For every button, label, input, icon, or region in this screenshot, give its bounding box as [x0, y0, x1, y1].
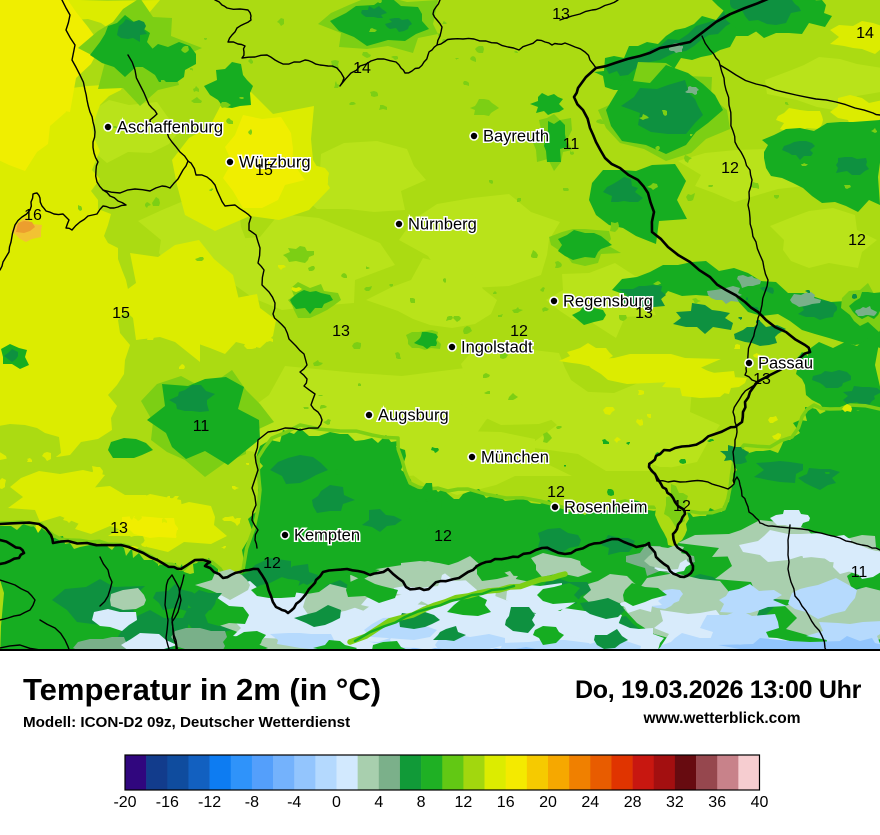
svg-text:12: 12 [263, 555, 281, 572]
svg-text:16: 16 [497, 794, 515, 811]
svg-text:24: 24 [581, 794, 599, 811]
svg-text:Kempten: Kempten [294, 527, 360, 545]
svg-text:11: 11 [563, 136, 580, 153]
svg-text:32: 32 [666, 794, 684, 811]
svg-text:Aschaffenburg: Aschaffenburg [117, 119, 223, 137]
svg-text:20: 20 [539, 794, 557, 811]
svg-text:15: 15 [255, 162, 273, 179]
svg-text:Temperatur in 2m (in °C): Temperatur in 2m (in °C) [23, 672, 381, 707]
svg-text:15: 15 [112, 305, 130, 322]
svg-text:Nürnberg: Nürnberg [408, 216, 477, 234]
svg-text:12: 12 [721, 160, 739, 177]
svg-text:Würzburg: Würzburg [239, 154, 311, 172]
svg-text:-16: -16 [156, 794, 179, 811]
svg-text:Rosenheim: Rosenheim [564, 499, 647, 517]
svg-text:Ingolstadt: Ingolstadt [461, 339, 533, 357]
svg-text:Modell: ICON-D2 09z, Deutscher: Modell: ICON-D2 09z, Deutscher Wetterdie… [23, 714, 350, 731]
svg-text:4: 4 [374, 794, 383, 811]
svg-text:12: 12 [434, 528, 452, 545]
svg-text:0: 0 [332, 794, 341, 811]
svg-text:13: 13 [110, 520, 128, 537]
svg-text:www.wetterblick.com: www.wetterblick.com [642, 710, 800, 727]
svg-text:36: 36 [708, 794, 726, 811]
svg-text:13: 13 [753, 371, 771, 388]
svg-text:München: München [481, 449, 549, 467]
svg-text:Bayreuth: Bayreuth [483, 128, 549, 146]
svg-text:12: 12 [547, 484, 565, 501]
svg-text:14: 14 [856, 25, 874, 42]
svg-text:-12: -12 [198, 794, 221, 811]
svg-text:Augsburg: Augsburg [378, 407, 449, 425]
svg-text:40: 40 [751, 794, 769, 811]
svg-text:13: 13 [635, 305, 653, 322]
svg-text:16: 16 [24, 207, 42, 224]
svg-text:-20: -20 [113, 794, 136, 811]
svg-text:12: 12 [848, 232, 866, 249]
svg-text:28: 28 [624, 794, 642, 811]
svg-text:12: 12 [455, 794, 473, 811]
svg-text:11: 11 [193, 418, 210, 435]
svg-text:Regensburg: Regensburg [563, 293, 653, 311]
svg-text:13: 13 [332, 323, 350, 340]
svg-text:13: 13 [552, 6, 570, 23]
svg-text:14: 14 [353, 60, 371, 77]
svg-text:8: 8 [417, 794, 426, 811]
svg-text:-4: -4 [287, 794, 301, 811]
svg-text:11: 11 [851, 564, 868, 581]
svg-text:-8: -8 [245, 794, 259, 811]
svg-text:12: 12 [510, 323, 528, 340]
svg-text:Do, 19.03.2026 13:00 Uhr: Do, 19.03.2026 13:00 Uhr [575, 676, 862, 704]
svg-text:12: 12 [673, 498, 691, 515]
svg-text:Passau: Passau [758, 355, 813, 373]
